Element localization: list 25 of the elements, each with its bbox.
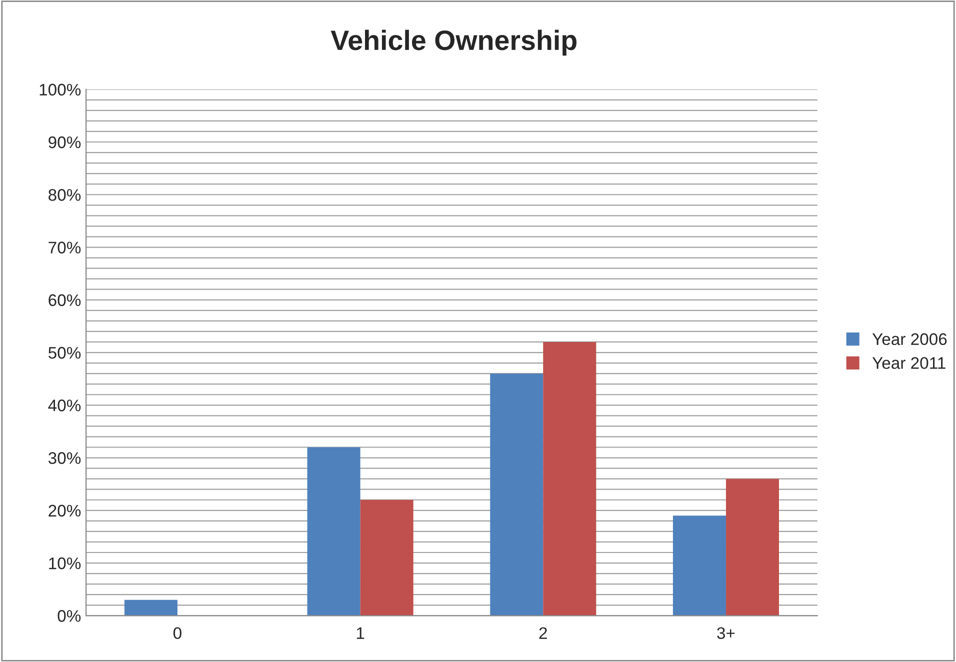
bar [543, 342, 596, 616]
y-tick-label: 10% [49, 557, 81, 570]
x-tick-label: 3+ [717, 627, 735, 640]
x-tick-label: 0 [173, 627, 182, 640]
x-tick-label: 2 [539, 627, 547, 639]
y-tick-label: 20% [48, 504, 81, 517]
y-tick-label: 90% [48, 136, 81, 148]
y-tick-label: 60% [48, 294, 81, 306]
bar [490, 374, 544, 616]
bar [672, 516, 726, 616]
y-tick-label: 30% [48, 452, 81, 464]
y-tick-label: 70% [48, 242, 81, 254]
bar [307, 447, 360, 616]
bar [726, 478, 779, 616]
legend-label: Year 2011 [872, 357, 946, 369]
y-tick-label: 100% [40, 84, 81, 96]
chart-title: Vehicle Ownership [330, 30, 576, 56]
bar [124, 600, 178, 616]
y-tick-label: 50% [48, 346, 81, 359]
bar [360, 500, 414, 616]
y-tick-label: 40% [48, 400, 81, 412]
legend-label: Year 2006 [872, 333, 947, 346]
x-tick-label: 1 [356, 627, 364, 639]
y-tick-label: 80% [48, 189, 81, 201]
y-tick-label: 0% [58, 610, 81, 622]
